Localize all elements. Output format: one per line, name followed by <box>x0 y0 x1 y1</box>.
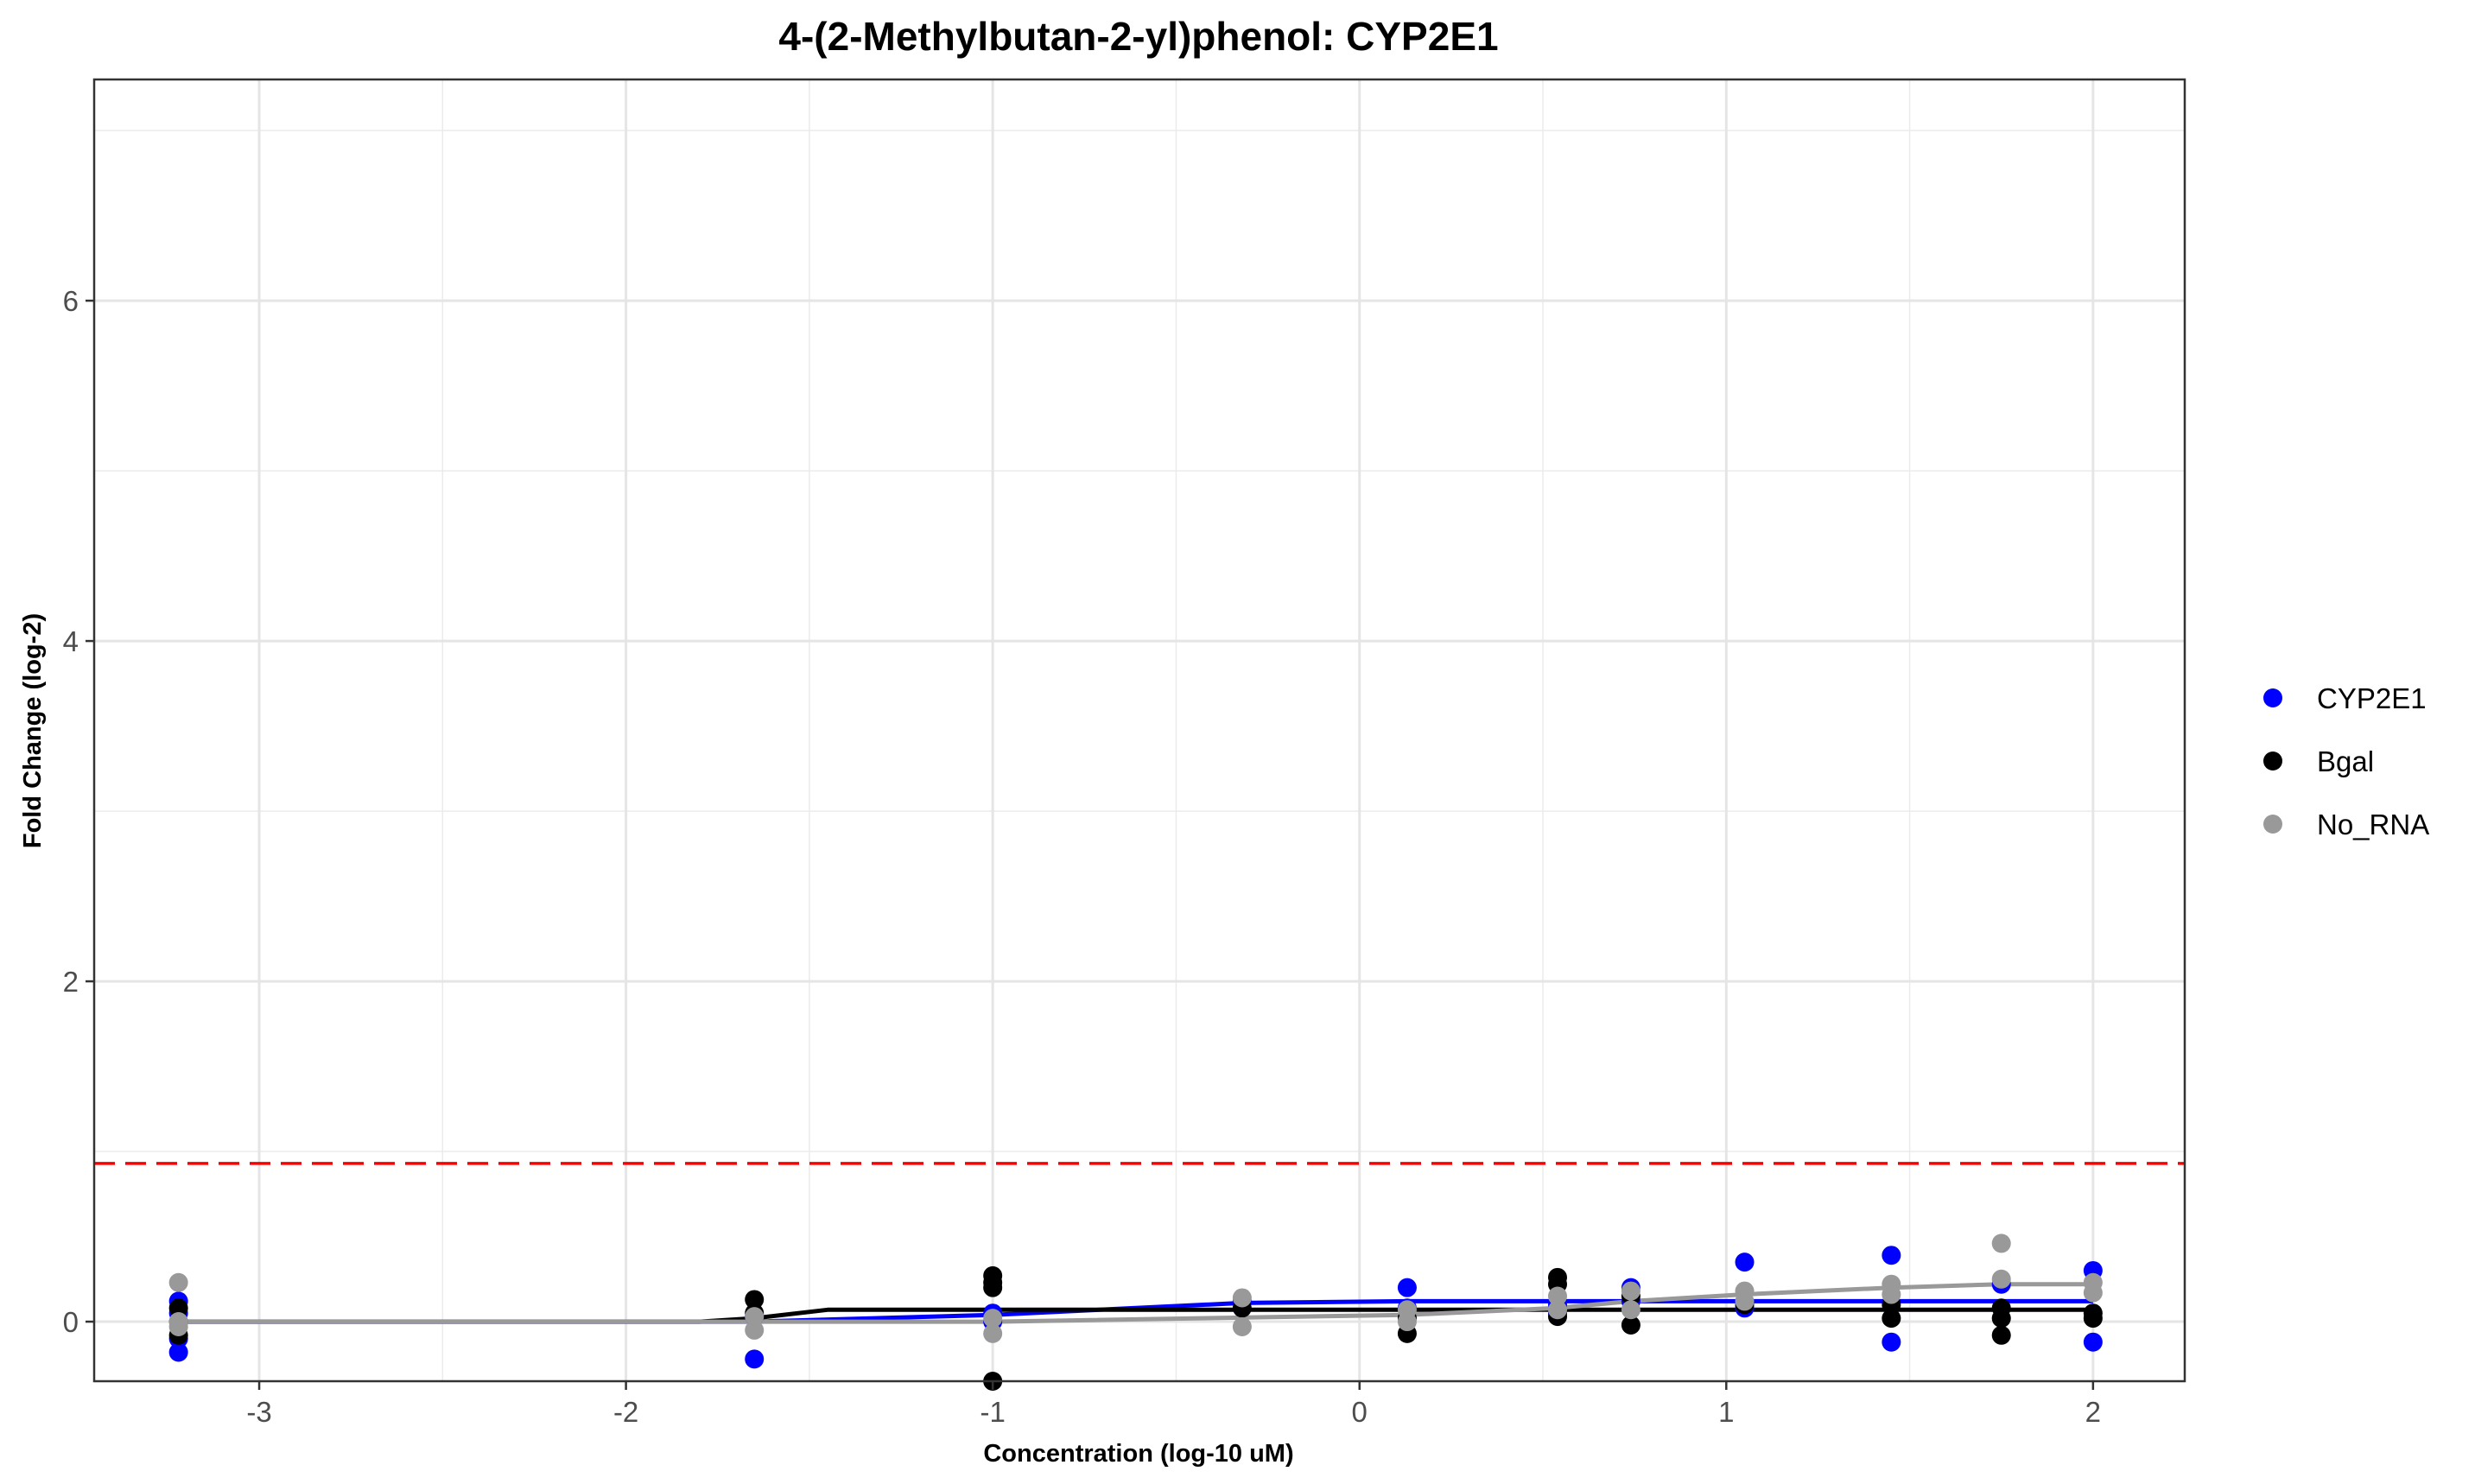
data-point-bgal <box>745 1290 765 1310</box>
data-point-bgal <box>1882 1309 1901 1329</box>
data-point-no_rna <box>168 1316 188 1336</box>
data-point-no_rna <box>2083 1283 2103 1303</box>
x-tick-label: -1 <box>980 1396 1006 1428</box>
data-point-no_rna <box>1621 1281 1640 1301</box>
data-point-cyp2e1 <box>1397 1278 1417 1297</box>
data-point-no_rna <box>1735 1291 1755 1311</box>
x-tick-label: 1 <box>1718 1396 1734 1428</box>
data-point-no_rna <box>1991 1233 2011 1253</box>
legend-key-bgal <box>2263 752 2282 771</box>
y-tick-label: 2 <box>63 966 79 998</box>
data-point-no_rna <box>1232 1316 1252 1336</box>
data-point-bgal <box>983 1278 1003 1297</box>
y-tick-label: 0 <box>63 1306 79 1338</box>
x-axis: -3 -2 -1 0 1 2 <box>246 1381 2101 1428</box>
data-point-cyp2e1 <box>1735 1253 1755 1272</box>
data-point-no_rna <box>168 1272 188 1292</box>
data-point-no_rna <box>745 1307 765 1327</box>
data-point-no_rna <box>983 1309 1003 1329</box>
data-point-bgal <box>1621 1315 1640 1335</box>
data-point-cyp2e1 <box>745 1349 765 1369</box>
legend-key-no_rna <box>2263 815 2282 834</box>
legend-label-no_rna: No_RNA <box>2317 809 2429 840</box>
x-tick-label: -2 <box>613 1396 638 1428</box>
x-tick-label: 2 <box>2085 1396 2101 1428</box>
data-point-cyp2e1 <box>168 1342 188 1362</box>
y-tick-label: 4 <box>63 625 79 657</box>
data-point-cyp2e1 <box>1882 1246 1901 1265</box>
data-point-no_rna <box>1548 1286 1567 1306</box>
data-point-no_rna <box>1548 1300 1567 1320</box>
data-point-cyp2e1 <box>1882 1332 1901 1352</box>
y-axis-title: Fold Change (log-2) <box>19 613 47 848</box>
data-point-cyp2e1 <box>2083 1332 2103 1352</box>
legend: CYP2E1 Bgal No_RNA <box>2263 682 2429 840</box>
data-point-no_rna <box>983 1323 1003 1343</box>
data-points <box>168 1233 2103 1391</box>
data-point-no_rna <box>1991 1269 2011 1289</box>
legend-key-cyp2e1 <box>2263 688 2282 707</box>
x-axis-title: Concentration (log-10 uM) <box>983 1440 1293 1468</box>
data-point-bgal <box>2083 1303 2103 1323</box>
data-point-no_rna <box>1397 1300 1417 1320</box>
x-tick-label: -3 <box>246 1396 271 1428</box>
data-point-bgal <box>1991 1309 2011 1329</box>
legend-label-bgal: Bgal <box>2317 745 2374 777</box>
data-point-bgal <box>1991 1325 2011 1345</box>
x-tick-label: 0 <box>1352 1396 1368 1428</box>
data-point-bgal <box>168 1298 188 1318</box>
y-axis: 0 2 4 6 <box>63 285 94 1338</box>
chart-title: 4-(2-Methylbutan-2-yl)phenol: CYP2E1 <box>778 14 1498 59</box>
y-tick-label: 6 <box>63 285 79 317</box>
data-point-no_rna <box>745 1320 765 1340</box>
plot-panel-border <box>92 78 2186 1383</box>
data-point-no_rna <box>1882 1284 1901 1304</box>
legend-label-cyp2e1: CYP2E1 <box>2317 682 2427 714</box>
data-point-no_rna <box>1621 1300 1640 1320</box>
data-point-no_rna <box>1232 1288 1252 1308</box>
